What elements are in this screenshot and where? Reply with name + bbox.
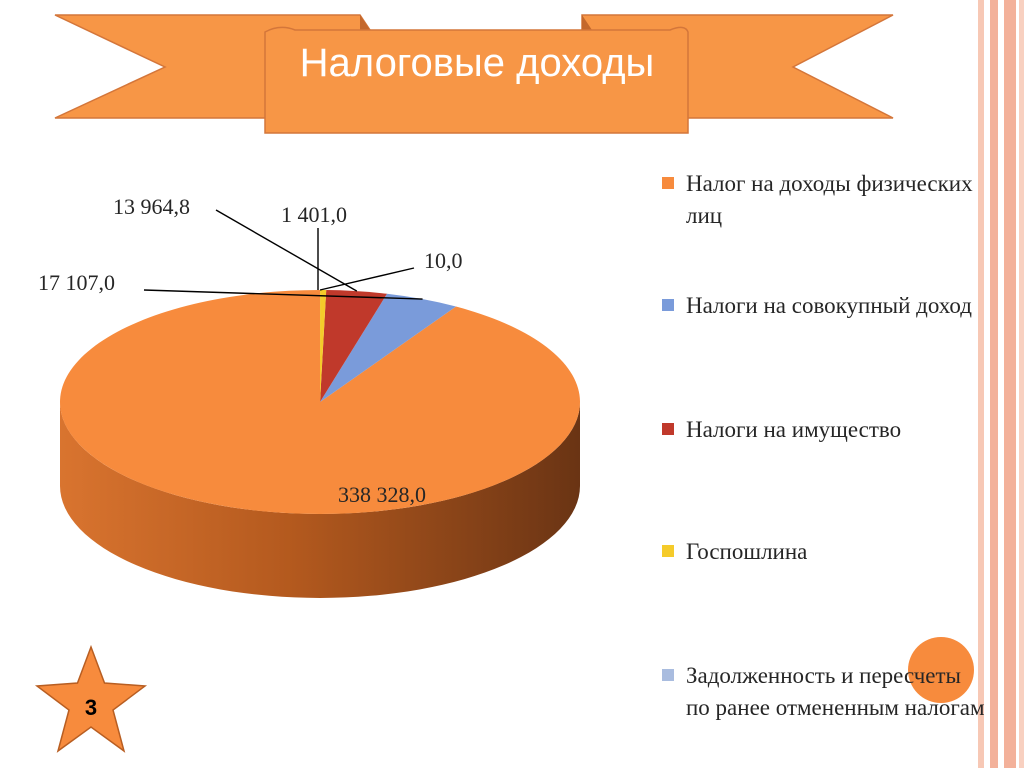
title-ribbon xyxy=(54,14,894,134)
legend-swatch xyxy=(662,177,674,189)
data-label: 17 107,0 xyxy=(38,270,115,295)
leader-line xyxy=(143,289,423,300)
pie-slice xyxy=(320,290,387,402)
legend-label: Налоги на имущество xyxy=(686,417,902,442)
pie-chart: 338 328,0 17 107,0 13 964,8 1 401,0 10,0 xyxy=(38,194,581,598)
legend-label: Налоги на совокупный доход xyxy=(686,293,972,318)
legend-swatch xyxy=(662,299,674,311)
legend-label: Задолженность и пересчеты по ранее отмен… xyxy=(686,663,985,720)
legend-swatch xyxy=(662,423,674,435)
slide-number-star xyxy=(34,644,148,753)
legend-swatch xyxy=(662,545,674,557)
legend-label: Налог на доходы физических лиц xyxy=(686,171,973,228)
data-label: 338 328,0 xyxy=(338,482,426,507)
pie-slice xyxy=(60,290,581,514)
edge-stripes xyxy=(978,0,1024,768)
pie-slice xyxy=(320,290,327,402)
data-label: 13 964,8 xyxy=(113,194,190,219)
data-label: 1 401,0 xyxy=(281,202,347,227)
legend-label: Госпошлина xyxy=(686,539,808,564)
leader-line xyxy=(319,267,415,291)
pie-slice xyxy=(320,293,456,402)
data-label: 10,0 xyxy=(424,248,463,273)
slide-title: Налоговые доходы xyxy=(299,41,655,85)
legend-swatch xyxy=(662,669,674,681)
pie-side-wall xyxy=(60,402,580,598)
decorative-circle xyxy=(908,637,974,703)
slide-number: 3 xyxy=(84,695,98,720)
leader-line xyxy=(215,209,358,292)
